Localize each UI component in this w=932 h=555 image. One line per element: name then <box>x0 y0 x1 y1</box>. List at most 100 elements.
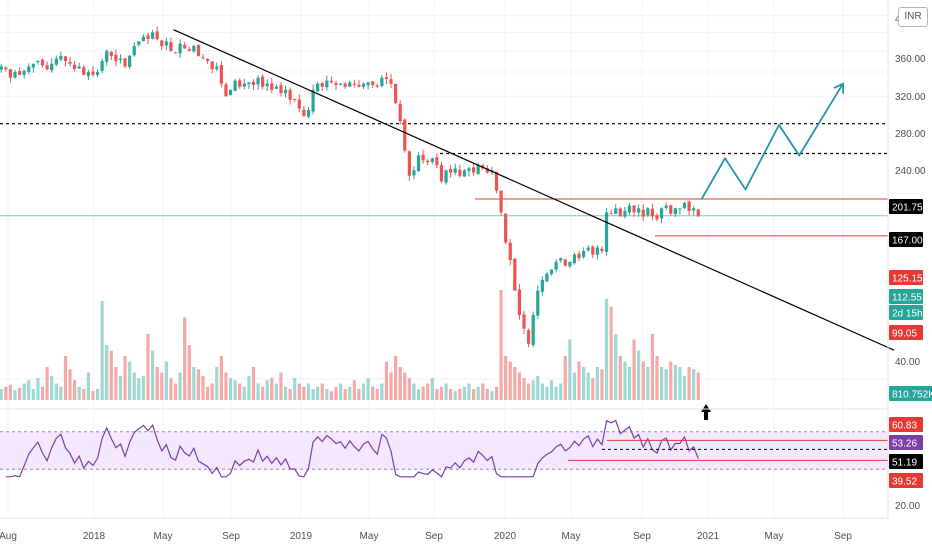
candle-body <box>334 82 338 85</box>
candle-body <box>279 85 283 94</box>
volume-bar <box>109 350 113 400</box>
volume-bar <box>687 367 691 400</box>
volume-bar <box>343 389 347 400</box>
volume-bar <box>270 378 274 400</box>
candle-body <box>123 58 127 67</box>
volume-bar <box>118 375 123 400</box>
volume-bar <box>132 372 136 400</box>
volume-bar <box>485 389 489 400</box>
volume-bar <box>137 378 141 400</box>
price-label-box <box>889 325 923 340</box>
candle-body <box>384 77 389 79</box>
volume-bar <box>467 383 471 400</box>
projection-path <box>700 83 844 200</box>
candle-body <box>664 205 668 209</box>
volume-bar <box>623 361 627 400</box>
volume-bar <box>650 334 655 400</box>
candlestick-series <box>0 26 700 348</box>
volume-bar <box>380 383 384 400</box>
volume-bar <box>306 383 311 400</box>
volume-bar <box>609 306 613 400</box>
rsi-label: 53.26 <box>892 439 917 450</box>
candle-body <box>118 58 123 60</box>
volume-bar <box>673 364 677 400</box>
volume-bar <box>462 386 466 400</box>
rsi-band <box>0 431 888 470</box>
volume-bar <box>526 383 531 400</box>
time-tick-label: 2018 <box>83 531 106 542</box>
currency-badge[interactable]: INR <box>898 7 928 27</box>
candle-body <box>31 63 35 68</box>
volume-bar <box>329 391 334 400</box>
candle-body <box>13 71 17 78</box>
candle-body <box>320 83 324 87</box>
volume-bar <box>215 367 219 400</box>
volume-bar <box>160 372 164 400</box>
candle-body <box>128 55 132 67</box>
volume-bar <box>554 386 558 400</box>
volume-bar <box>293 378 297 400</box>
candle-body <box>302 109 306 116</box>
volume-bar <box>288 389 292 400</box>
price-label-box <box>889 289 923 304</box>
candle-body <box>169 42 173 51</box>
candle-body <box>251 81 256 85</box>
volume-bar <box>150 350 155 400</box>
volume-bar <box>210 383 214 400</box>
volume-bar <box>238 383 242 400</box>
candle-body <box>274 86 278 89</box>
volume-bar <box>540 383 544 400</box>
candle-body <box>228 89 233 96</box>
candle-body <box>504 213 508 243</box>
volume-bar <box>582 367 586 400</box>
candle-body <box>577 253 581 259</box>
candle-body <box>591 246 595 255</box>
candle-body <box>398 104 402 122</box>
price-label-box <box>889 232 923 247</box>
trend-line <box>173 29 895 351</box>
volume-bar <box>173 383 178 400</box>
volume-bar <box>274 383 278 400</box>
candle-body <box>261 76 265 87</box>
volume-bar <box>692 369 696 400</box>
candle-body <box>17 71 22 75</box>
volume-bar <box>412 383 416 400</box>
volume-bar <box>279 372 283 400</box>
volume-bar <box>22 383 26 400</box>
candle-body <box>325 80 329 88</box>
candle-body <box>637 208 641 213</box>
axis-price-labels: 201.75 167.00 125.15 112.55 2d 15h 99.05 810.7… <box>889 199 932 488</box>
volume-bar <box>141 375 146 400</box>
volume-bar <box>682 375 687 400</box>
volume-bar <box>54 383 58 400</box>
volume-bar <box>169 378 173 400</box>
candle-body <box>178 43 182 54</box>
volume-bars <box>0 290 700 400</box>
candle-body <box>27 66 31 72</box>
volume-bar <box>545 386 549 400</box>
volume-bar <box>586 372 590 400</box>
candle-body <box>141 36 146 42</box>
price-label-box <box>889 199 923 214</box>
candle-body <box>444 170 448 183</box>
volume-bar <box>348 386 352 400</box>
candle-body <box>586 247 590 251</box>
candle-body <box>59 55 63 60</box>
volume-bar <box>63 356 68 400</box>
candle-body <box>696 209 700 217</box>
candle-body <box>86 71 90 77</box>
volume-bar <box>659 367 664 400</box>
volume-bar <box>219 356 223 400</box>
candle-body <box>426 160 430 163</box>
volume-bar <box>563 356 567 400</box>
candle-body <box>91 71 95 75</box>
volume-bar <box>568 339 572 400</box>
volume-bar <box>375 389 379 400</box>
volume-bar <box>206 386 210 400</box>
time-tick-label: Sep <box>633 531 651 542</box>
volume-bar <box>192 367 196 400</box>
volume-bar <box>591 378 595 400</box>
volume-bar <box>439 386 444 400</box>
volume-bar <box>600 369 604 400</box>
